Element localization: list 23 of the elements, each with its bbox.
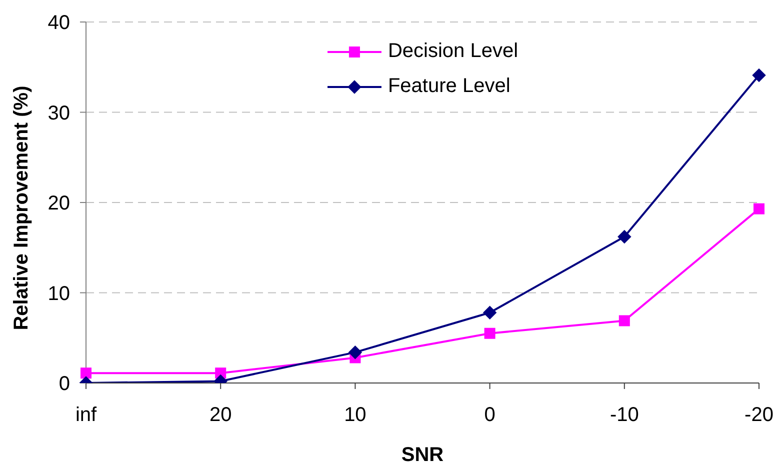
y-axis-title: Relative Improvement (%) (10, 85, 34, 330)
legend-label: Decision Level (388, 40, 518, 63)
y-tick-label: 0 (58, 373, 70, 396)
y-tick-label: 30 (48, 102, 70, 124)
x-tick-label: 10 (344, 404, 366, 426)
x-tick-label: 20 (209, 404, 232, 426)
point (348, 345, 362, 360)
point (754, 203, 764, 214)
point (618, 315, 630, 326)
point (618, 230, 632, 244)
y-tick-label: 10 (48, 282, 70, 305)
y-tick-label: 20 (48, 192, 70, 215)
legend-label: Feature Level (388, 75, 510, 98)
point (482, 306, 497, 320)
x-tick-label: -20 (744, 404, 774, 426)
x-axis-title: SNR (401, 444, 444, 467)
point (80, 368, 92, 379)
x-tick-label: -10 (610, 404, 639, 426)
x-tick-label: 0 (484, 404, 496, 426)
point (752, 68, 766, 82)
point (484, 328, 496, 339)
y-tick-label: 40 (48, 12, 70, 34)
x-tick-label: inf (75, 404, 98, 426)
